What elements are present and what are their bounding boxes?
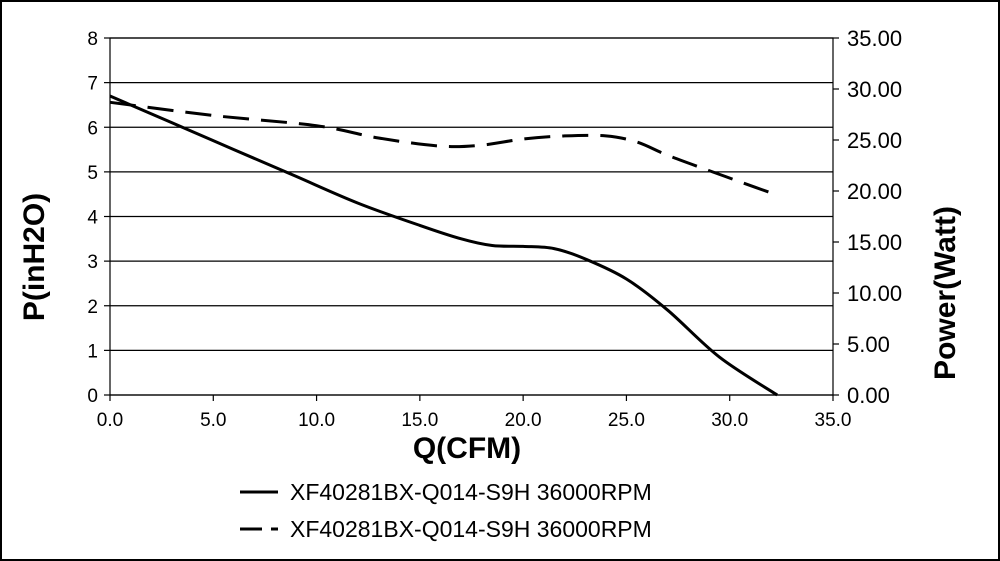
y-tick-label: 1 <box>87 341 98 362</box>
y2-tick-label: 10.00 <box>847 281 902 306</box>
y2-tick-label: 25.00 <box>847 128 902 153</box>
x-tick-label: 30.0 <box>711 410 748 431</box>
y-tick-label: 6 <box>87 118 98 139</box>
y2-tick-label: 20.00 <box>847 179 902 204</box>
y-tick-label: 2 <box>87 297 98 318</box>
x-tick-label: 10.0 <box>298 410 335 431</box>
x-tick-label: 15.0 <box>401 410 438 431</box>
legend-label-solid: XF40281BX-Q014-S9H 36000RPM <box>290 479 652 505</box>
y-tick-label: 3 <box>87 252 98 273</box>
legend: XF40281BX-Q014-S9H 36000RPM XF40281BX-Q0… <box>240 479 652 542</box>
x-tick-label: 0.0 <box>97 410 123 431</box>
y2-tick-label: 0.00 <box>847 383 890 408</box>
y-tick-label: 0 <box>87 386 98 407</box>
x-tick-label: 25.0 <box>608 410 645 431</box>
y2-tick-label: 30.00 <box>847 77 902 102</box>
y2-axis-title: Power(Watt) <box>929 206 962 380</box>
y2-tick-label: 5.00 <box>847 332 890 357</box>
y-axis-title: P(inH2O) <box>18 193 51 321</box>
grid-lines <box>110 37 833 396</box>
x-axis-tick-labels: 0.0 5.0 10.0 15.0 20.0 25.0 30.0 35.0 <box>97 395 852 431</box>
x-tick-label: 35.0 <box>815 410 852 431</box>
x-tick-label: 5.0 <box>200 410 226 431</box>
y-tick-label: 7 <box>87 74 98 95</box>
series-layer <box>109 94 779 397</box>
pressure-curve-line <box>109 94 779 397</box>
legend-label-dashed: XF40281BX-Q014-S9H 36000RPM <box>290 516 652 542</box>
y-tick-label: 8 <box>87 29 98 50</box>
right-axis-tick-labels: 0.00 5.00 10.00 15.00 20.00 25.00 30.00 35.00 <box>833 26 902 408</box>
y-tick-label: 5 <box>87 163 98 184</box>
y-tick-label: 4 <box>87 208 98 229</box>
y2-tick-label: 35.00 <box>847 26 902 51</box>
y2-tick-label: 15.00 <box>847 230 902 255</box>
x-axis-title: Q(CFM) <box>413 432 521 465</box>
x-tick-label: 20.0 <box>505 410 542 431</box>
power-curve-line <box>109 100 778 197</box>
left-axis-tick-labels: 0 1 2 3 4 5 6 7 8 <box>87 29 110 407</box>
